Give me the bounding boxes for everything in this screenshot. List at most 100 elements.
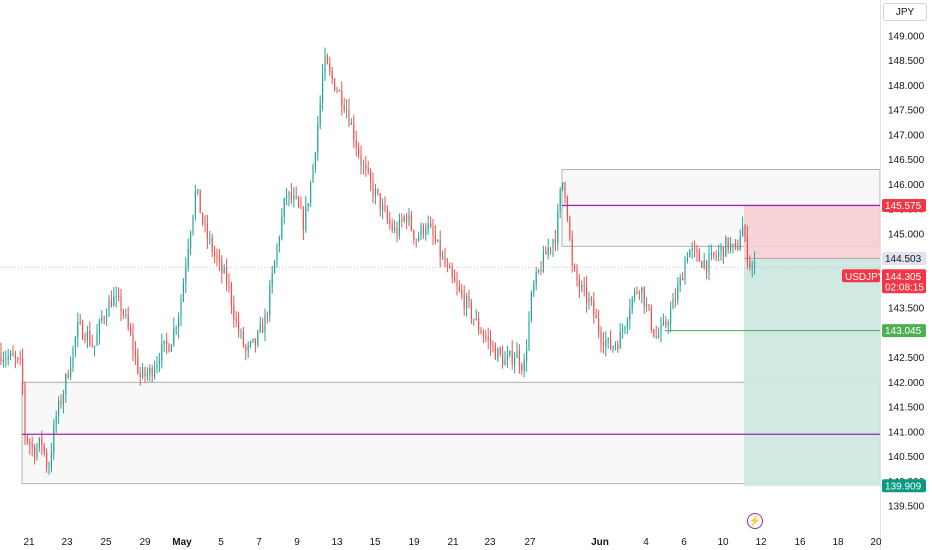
candle-body [175,327,177,329]
price-badge-1-bg [882,251,926,265]
candle-body [302,208,304,230]
candle-body [739,236,741,250]
candle-body [295,195,297,198]
candle-body [506,355,508,360]
candle-body [626,320,628,327]
candle-body [98,320,100,335]
candle-body [605,340,607,347]
candle-body [622,329,624,332]
candle-body [38,437,40,448]
candle-body [715,255,717,257]
candle-body [473,319,475,321]
x-tick-label: 16 [794,537,806,548]
candle-body [127,314,129,328]
candle-body [278,237,280,246]
candle-body [334,78,336,91]
candle-body [670,309,672,324]
candle-body [581,284,583,289]
y-tick-label: 141.000 [888,427,925,438]
candle-body [691,248,693,251]
candle-body [103,317,105,319]
candle-body [360,155,362,166]
candle-body [422,225,424,235]
lower-zone[interactable] [21,381,881,485]
candle-body [490,338,492,346]
candle-body [485,336,487,338]
candle-body [732,243,734,245]
candle-body [293,195,295,200]
x-tick-label: 12 [755,537,767,548]
candle-body [19,358,21,360]
candle-body [62,394,64,405]
candle-body [329,63,331,72]
candle-body [686,257,688,262]
candle-body [24,385,26,436]
candle-body [173,327,175,345]
x-tick-label: 6 [681,537,687,548]
candle-body [480,330,482,334]
candle-body [658,334,660,338]
candle-body [281,217,283,238]
candle-body [559,189,561,211]
currency-label[interactable]: JPY [883,3,927,21]
candle-body [446,265,448,267]
candle-body [74,337,76,348]
candle-body [271,273,273,286]
take-profit-zone[interactable] [744,258,880,486]
candle-body [14,355,16,359]
candle-body [458,286,460,291]
candle-body [228,283,230,285]
candle-body [442,256,444,258]
candle-body [425,229,427,235]
candle-body [348,109,350,125]
candle-body [547,247,549,255]
candle-body [168,344,170,352]
candle-body [358,147,360,156]
candle-body [134,350,136,356]
candle-body [648,304,650,309]
candle-body [612,346,614,350]
x-tick-label: 5 [218,537,224,548]
candle-body [504,359,506,366]
y-tick-label: 145.000 [888,229,925,240]
candle-body [655,336,657,338]
candle-body [598,318,600,333]
x-tick-label: 25 [100,537,112,548]
candle-body [586,286,588,303]
candle-body [194,190,196,216]
candle-body [317,124,319,153]
x-tick-label: 29 [139,537,151,548]
candle-body [5,358,7,360]
candle-body [535,271,537,285]
candle-body [650,308,652,330]
candle-body [542,251,544,272]
candle-body [341,90,343,107]
candle-body [31,444,33,448]
candle-body [499,348,501,354]
y-tick-label: 140.500 [888,452,925,463]
candle-body [86,331,88,341]
price-badge-1: 144.503 [885,254,922,265]
symbol-tag-bg [842,269,880,283]
candle-body [394,228,396,231]
candle-body [132,333,134,351]
y-tick-label: 146.000 [888,180,925,191]
stop-loss-zone[interactable] [744,205,880,259]
candle-body [557,210,559,244]
candle-body [326,55,328,64]
candle-body [197,189,199,191]
candle-body [70,367,72,378]
candle-body [518,350,520,366]
candle-body [600,332,602,343]
y-tick-label: 149.000 [888,32,925,43]
candle-body [689,250,691,258]
candle-body [389,220,391,225]
candle-body [84,339,86,341]
candle-body [60,400,62,405]
candle-body [26,435,28,442]
candle-body [46,452,48,469]
candle-body [614,344,616,347]
x-tick-label: 4 [643,537,649,548]
flash-event-icon[interactable]: ⚡ [747,513,763,529]
